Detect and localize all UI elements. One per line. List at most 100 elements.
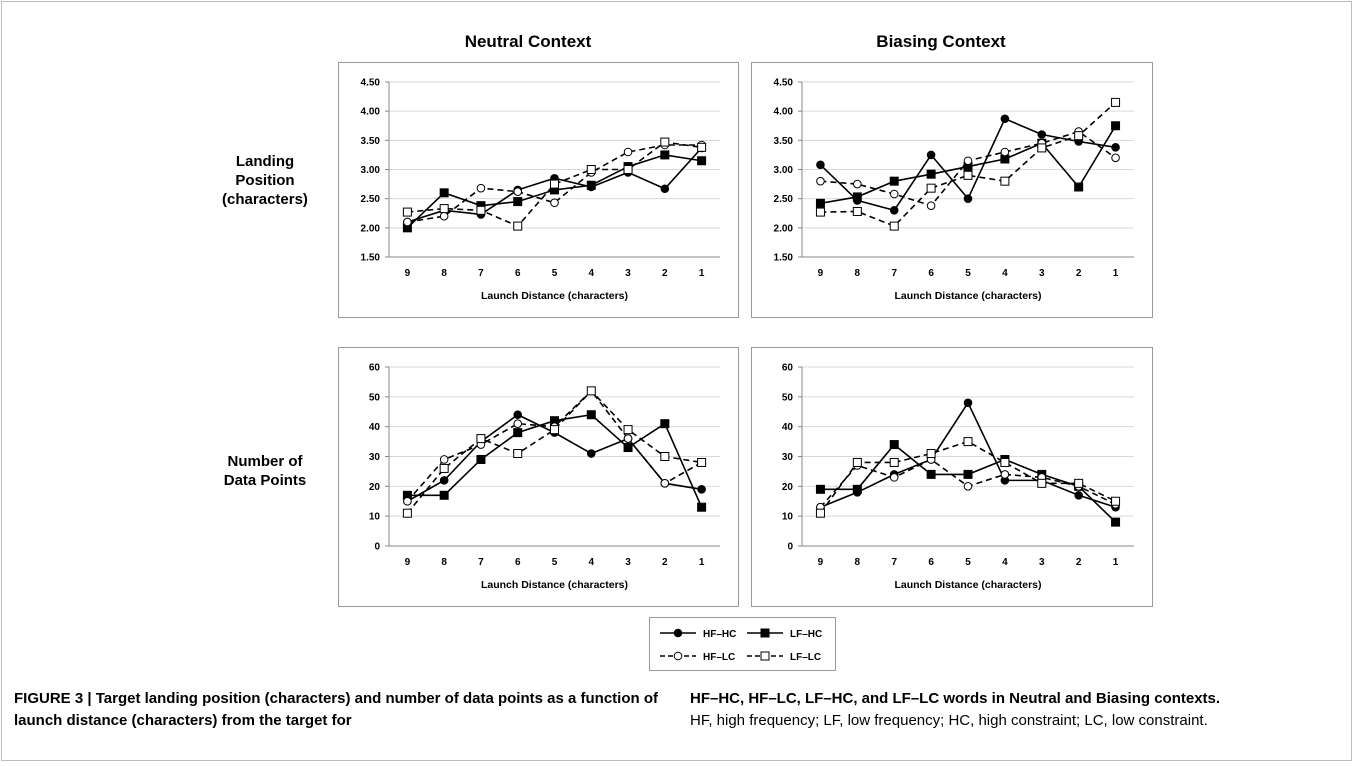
data-point: [963, 469, 973, 479]
data-point: [852, 484, 862, 494]
data-point: [623, 434, 633, 443]
data-point: [816, 176, 825, 186]
data-point: [513, 428, 523, 438]
data-point: [1000, 176, 1010, 186]
data-point: [586, 180, 596, 190]
data-point: [697, 502, 707, 512]
data-point: [963, 398, 973, 408]
x-tick-label: 5: [965, 557, 971, 568]
y-tick-label: 4.00: [774, 107, 794, 118]
data-point: [926, 169, 936, 179]
data-point: [1074, 478, 1084, 488]
legend-label: LF–LC: [790, 652, 821, 663]
y-tick-label: 3.50: [361, 136, 381, 147]
series-line: [406, 389, 703, 502]
y-tick-label: 10: [782, 512, 794, 523]
x-tick-label: 7: [891, 557, 897, 568]
y-tick-label: 4.50: [361, 78, 381, 89]
legend-marker: [673, 628, 683, 638]
chart-biasing-landing-position: 1.50 2.00 2.50 3.00 3.50 4.00 4.50 9 8 7 6 5 4 3 2 1 Lau…: [751, 62, 1153, 318]
y-tick-label: 3.00: [774, 165, 794, 176]
series-LF–LC: [815, 437, 1121, 518]
x-tick-label: 4: [1002, 268, 1008, 279]
x-tick-label: 3: [625, 268, 631, 279]
x-tick-label: 8: [441, 557, 447, 568]
data-point: [439, 204, 449, 214]
x-tick-label: 3: [1039, 268, 1045, 279]
data-point: [586, 449, 596, 458]
y-tick-label: 0: [787, 542, 793, 553]
data-point: [815, 207, 825, 217]
x-tick-label: 6: [515, 557, 521, 568]
row-label-line: Landing: [235, 153, 295, 170]
x-tick-label: 1: [699, 557, 705, 568]
data-point: [963, 482, 973, 491]
caption-right: HF–HC, HF–LC, LF–HC, and LF–LC words in …: [690, 688, 1345, 732]
chart-neutral-landing-position: 1.50 2.00 2.50 3.00 3.50 4.00 4.50 9 8 7 6 5 4 3 2 1 Lau…: [338, 62, 739, 318]
data-point: [623, 443, 633, 453]
x-axis-label: Launch Distance (characters): [894, 579, 1041, 591]
x-tick-label: 2: [1076, 268, 1082, 279]
legend: HF–HC LF–HC HF–LC LF–LC: [649, 617, 836, 671]
data-point: [889, 189, 899, 199]
y-tick-label: 30: [369, 452, 381, 463]
caption-left: FIGURE 3 | Target landing position (char…: [14, 688, 664, 732]
data-point: [476, 183, 486, 193]
chart-svg: 1.50 2.00 2.50 3.00 3.50 4.00 4.50 9 8 7 6 5 4 3 2 1 Lau…: [361, 78, 720, 302]
legend-label: HF–LC: [703, 652, 735, 663]
y-tick-label: 60: [369, 363, 381, 374]
data-point: [623, 425, 633, 435]
data-point: [513, 449, 523, 459]
x-tick-label: 5: [552, 557, 558, 568]
y-tick-label: 3.00: [361, 165, 381, 176]
x-tick-label: 1: [1113, 557, 1119, 568]
data-point: [1037, 478, 1047, 488]
x-tick-label: 9: [818, 268, 824, 279]
y-tick-label: 20: [782, 482, 794, 493]
data-point: [926, 183, 936, 193]
data-point: [1000, 114, 1010, 124]
legend-label: LF–HC: [790, 629, 822, 640]
data-point: [1111, 143, 1120, 152]
row-label-line: Data Points: [223, 472, 307, 489]
data-point: [550, 198, 559, 208]
column-title-biasing: Biasing Context: [876, 32, 1006, 51]
data-point: [513, 410, 523, 420]
figure-label: FIGURE 3 |: [14, 690, 96, 707]
data-point: [889, 440, 899, 450]
series-LF–LC: [402, 386, 707, 518]
data-point: [586, 410, 596, 420]
series-line: [406, 389, 702, 514]
data-point: [402, 207, 412, 217]
x-tick-label: 2: [1076, 557, 1082, 568]
series-HF–LC: [403, 386, 706, 506]
x-tick-label: 3: [625, 557, 631, 568]
y-tick-label: 40: [369, 422, 381, 433]
y-tick-label: 0: [374, 542, 380, 553]
data-point: [660, 479, 670, 488]
data-point: [660, 137, 670, 147]
data-point: [963, 437, 973, 447]
chart-svg: 1.50 2.00 2.50 3.00 3.50 4.00 4.50 9 8 7 6 5 4 3 2 1 Lau…: [774, 78, 1134, 302]
caption-text-bold: HF–HC, HF–LC, LF–HC, and LF–LC words in …: [690, 690, 1221, 707]
x-tick-label: 6: [928, 557, 934, 568]
y-tick-label: 3.50: [774, 136, 794, 147]
y-tick-label: 2.00: [774, 223, 794, 234]
data-point: [402, 508, 412, 518]
data-point: [852, 457, 862, 467]
legend-marker: [760, 628, 770, 638]
data-point: [815, 508, 825, 518]
legend-marker: [673, 651, 683, 661]
data-point: [550, 425, 559, 435]
data-point: [1111, 97, 1121, 107]
data-point: [1074, 131, 1084, 141]
y-tick-label: 4.00: [361, 107, 381, 118]
data-point: [476, 434, 486, 444]
series-LF–HC: [815, 121, 1121, 208]
data-point: [550, 179, 559, 189]
series-LF–LC: [402, 137, 707, 231]
x-tick-label: 8: [855, 557, 861, 568]
series-LF–HC: [402, 150, 707, 233]
x-tick-label: 7: [478, 557, 484, 568]
